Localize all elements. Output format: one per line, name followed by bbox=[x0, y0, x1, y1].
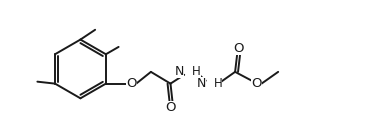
Text: O: O bbox=[251, 77, 262, 90]
Text: O: O bbox=[126, 77, 137, 90]
Text: N: N bbox=[175, 65, 184, 78]
Text: N: N bbox=[196, 77, 206, 90]
Text: O: O bbox=[233, 42, 243, 55]
Text: H: H bbox=[192, 65, 201, 78]
Text: H: H bbox=[213, 77, 222, 90]
Text: O: O bbox=[165, 101, 176, 114]
